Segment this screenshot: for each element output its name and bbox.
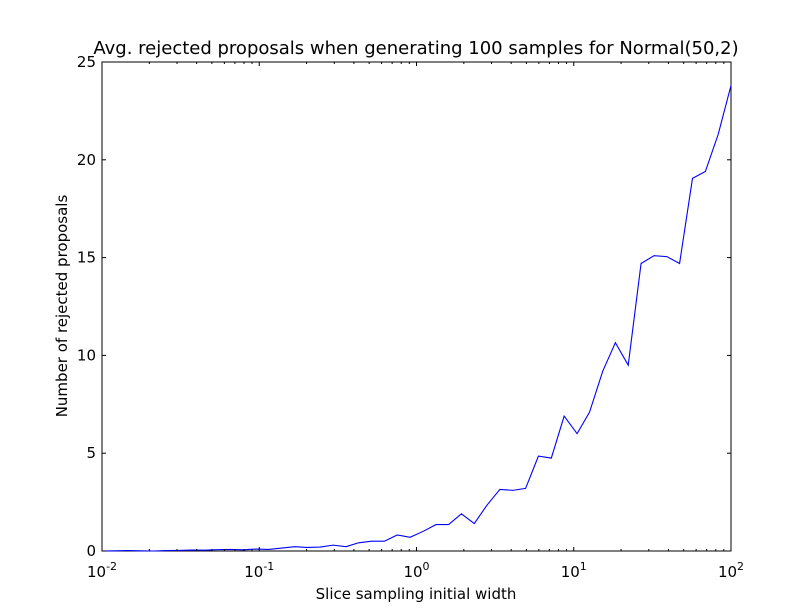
x-tick-label: 100 (403, 560, 429, 581)
plot-frame (101, 61, 732, 552)
y-tick-label: 25 (77, 53, 96, 71)
y-tick-label: 20 (77, 151, 96, 169)
x-tick-label: 102 (718, 560, 744, 581)
y-tick-label: 5 (86, 444, 96, 462)
series-line (101, 85, 732, 552)
y-tick-label: 0 (86, 542, 96, 560)
x-tick-label: 10-1 (244, 560, 274, 581)
y-axis-label: Number of rejected proposals (53, 195, 71, 418)
y-tick-label: 10 (77, 346, 96, 364)
plot-area (101, 61, 732, 552)
x-axis-label: Slice sampling initial width (316, 585, 517, 603)
x-tick-label: 10-2 (87, 560, 117, 581)
chart-title: Avg. rejected proposals when generating … (93, 38, 738, 59)
y-axis-ticks: 0 5 10 15 20 25 (77, 53, 731, 560)
x-tick-label: 101 (561, 560, 587, 581)
y-tick-label: 15 (77, 249, 96, 267)
x-axis-ticks: 10-2 10-1 100 101 102 (87, 62, 744, 581)
